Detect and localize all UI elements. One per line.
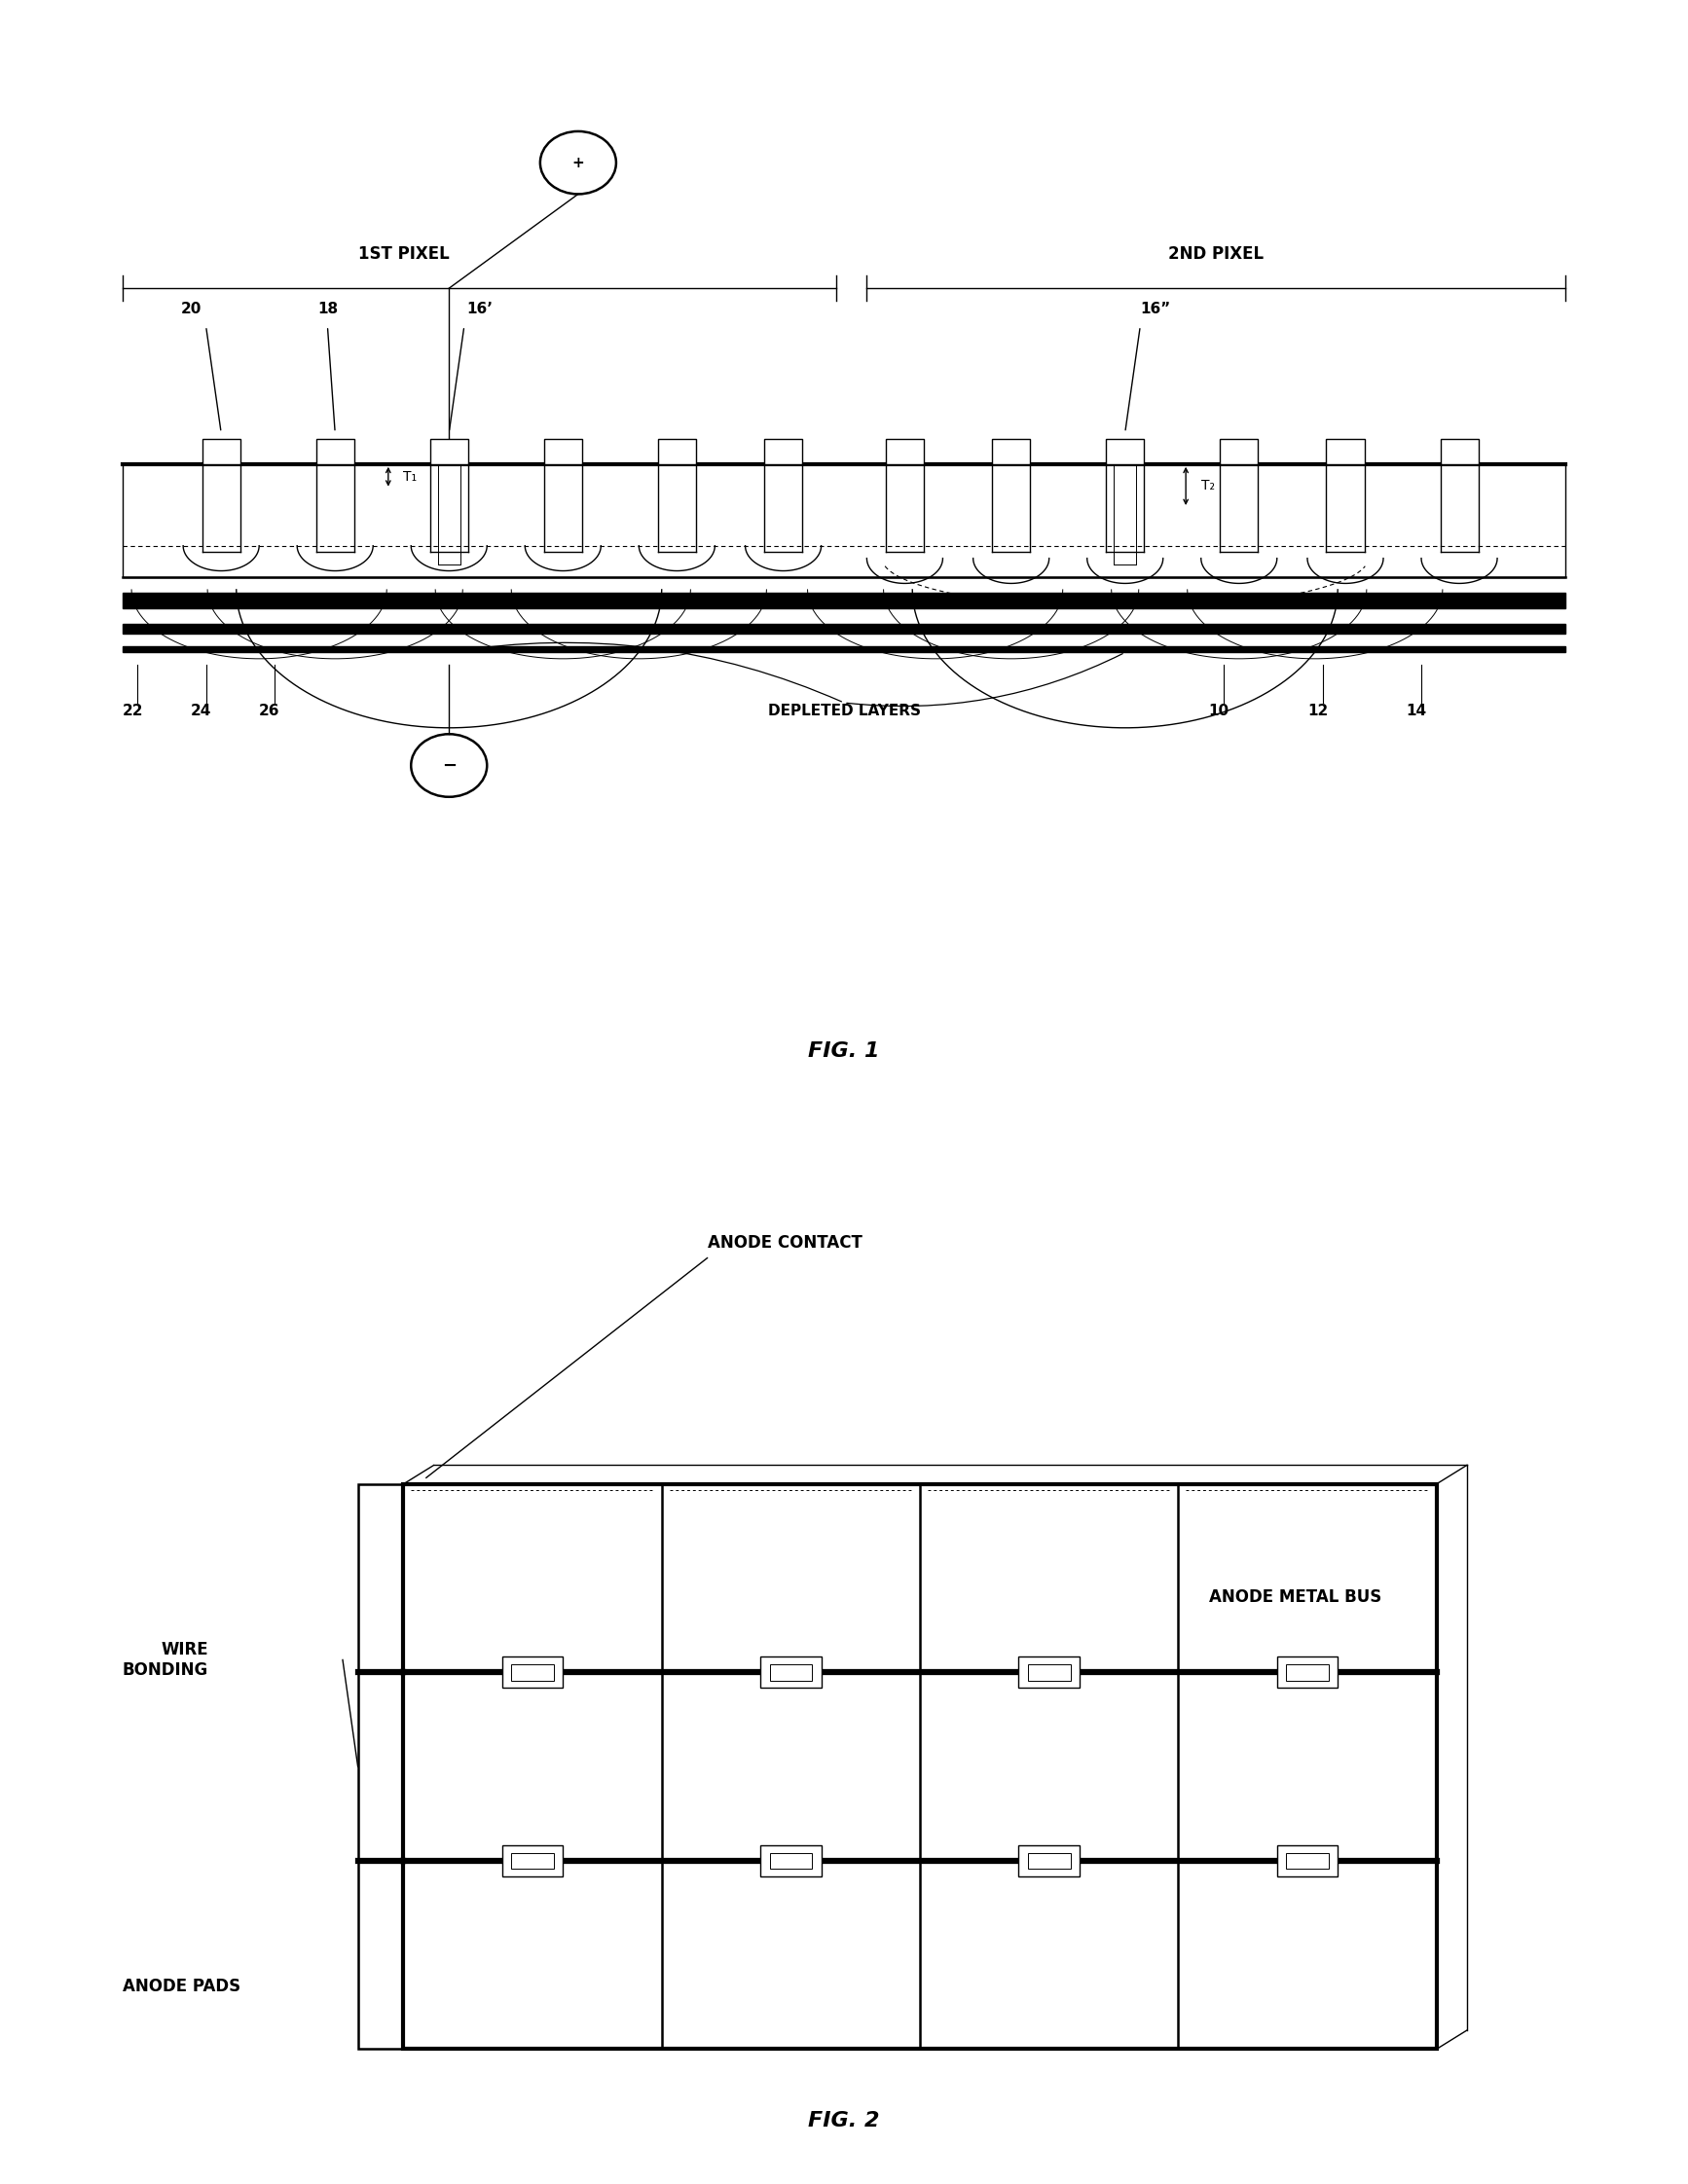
Bar [658,439,695,465]
Text: 1ST PIXEL: 1ST PIXEL [358,245,449,264]
Text: 22: 22 [123,703,143,719]
Bar [123,646,1566,653]
Text: T₂: T₂ [1202,478,1215,494]
Text: +: + [572,155,584,170]
Bar [1020,1845,1080,1876]
Text: T₁: T₁ [403,470,417,483]
Text: ANODE PADS: ANODE PADS [123,1977,240,1996]
Bar [1286,1664,1328,1679]
Text: 2ND PIXEL: 2ND PIXEL [1168,245,1264,264]
Text: −: − [442,756,456,775]
Bar [1440,439,1479,465]
Text: 26: 26 [260,703,280,719]
Bar [1327,439,1364,465]
Bar [1020,1658,1080,1688]
Bar [403,1485,1436,2049]
Bar [1278,1658,1339,1688]
Bar [123,465,1566,577]
Bar [1220,439,1258,465]
Bar [316,439,354,465]
Text: DEPLETED LAYERS: DEPLETED LAYERS [768,703,920,719]
Bar [544,439,582,465]
Text: 12: 12 [1308,703,1328,719]
Bar [1106,439,1144,465]
Text: 16’: 16’ [466,301,493,317]
Bar [503,1658,564,1688]
Text: 18: 18 [317,301,338,317]
Bar [503,1845,564,1876]
Bar [123,625,1566,633]
Bar [1028,1664,1070,1679]
Text: ANODE CONTACT: ANODE CONTACT [707,1234,863,1251]
Bar [770,1852,812,1870]
Bar [1278,1845,1339,1876]
Bar [430,439,468,465]
Bar [761,1845,822,1876]
Bar [886,439,923,465]
Text: FIG. 2: FIG. 2 [809,2112,879,2132]
Text: 10: 10 [1209,703,1229,719]
Bar [203,439,240,465]
Bar [511,1852,554,1870]
Bar [358,1485,403,2049]
Bar [770,1664,812,1679]
Text: FIG. 1: FIG. 1 [809,1042,879,1061]
Text: WIRE
BONDING: WIRE BONDING [123,1640,208,1679]
Bar [993,439,1030,465]
Text: 20: 20 [181,301,201,317]
Bar [761,1658,822,1688]
Bar [123,592,1566,609]
Bar [1286,1852,1328,1870]
Text: 24: 24 [191,703,211,719]
Text: 16”: 16” [1139,301,1171,317]
Text: ANODE METAL BUS: ANODE METAL BUS [1209,1588,1381,1605]
Bar [765,439,802,465]
Text: 14: 14 [1406,703,1426,719]
Bar [1028,1852,1070,1870]
Bar [511,1664,554,1679]
